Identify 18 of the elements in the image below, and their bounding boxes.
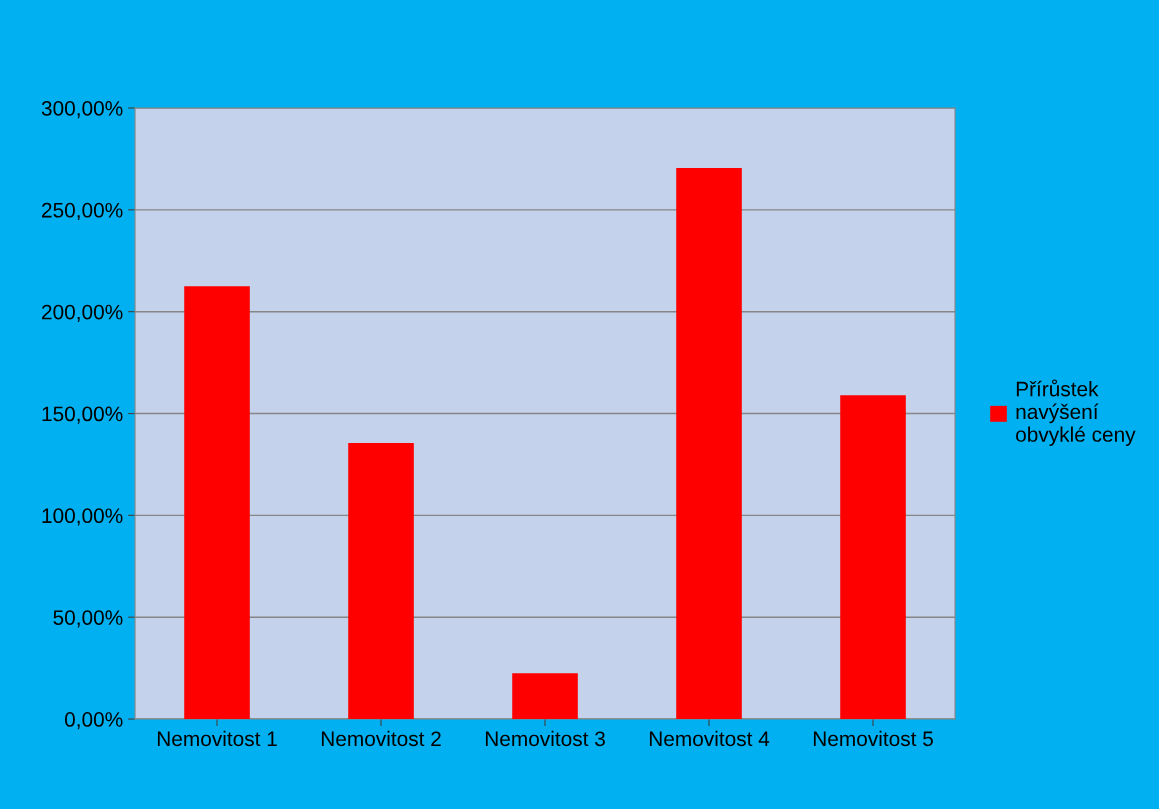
bar bbox=[512, 673, 578, 720]
bar bbox=[184, 286, 250, 720]
legend-label: Přírůstek navýšení obvyklé ceny bbox=[1016, 379, 1136, 446]
x-tick-label: Nemovitost 3 bbox=[485, 730, 605, 747]
bar bbox=[348, 443, 414, 720]
y-tick-label: 300,00% bbox=[41, 101, 123, 119]
y-tick-label: 100,00% bbox=[42, 508, 123, 526]
bar bbox=[676, 168, 742, 720]
x-tick-label: Nemovitost 4 bbox=[649, 730, 770, 747]
x-tick-label: Nemovitost 2 bbox=[321, 730, 441, 747]
y-tick-label: 0,00% bbox=[64, 712, 123, 730]
bar bbox=[840, 395, 906, 720]
x-tick-label: Nemovitost 1 bbox=[157, 730, 277, 747]
y-tick-label: 150,00% bbox=[42, 406, 123, 424]
y-tick-label: 200,00% bbox=[42, 304, 123, 322]
y-tick-label: 50,00% bbox=[53, 610, 123, 628]
x-tick-label: Nemovitost 5 bbox=[813, 730, 933, 747]
y-tick-label: 250,00% bbox=[42, 202, 123, 221]
